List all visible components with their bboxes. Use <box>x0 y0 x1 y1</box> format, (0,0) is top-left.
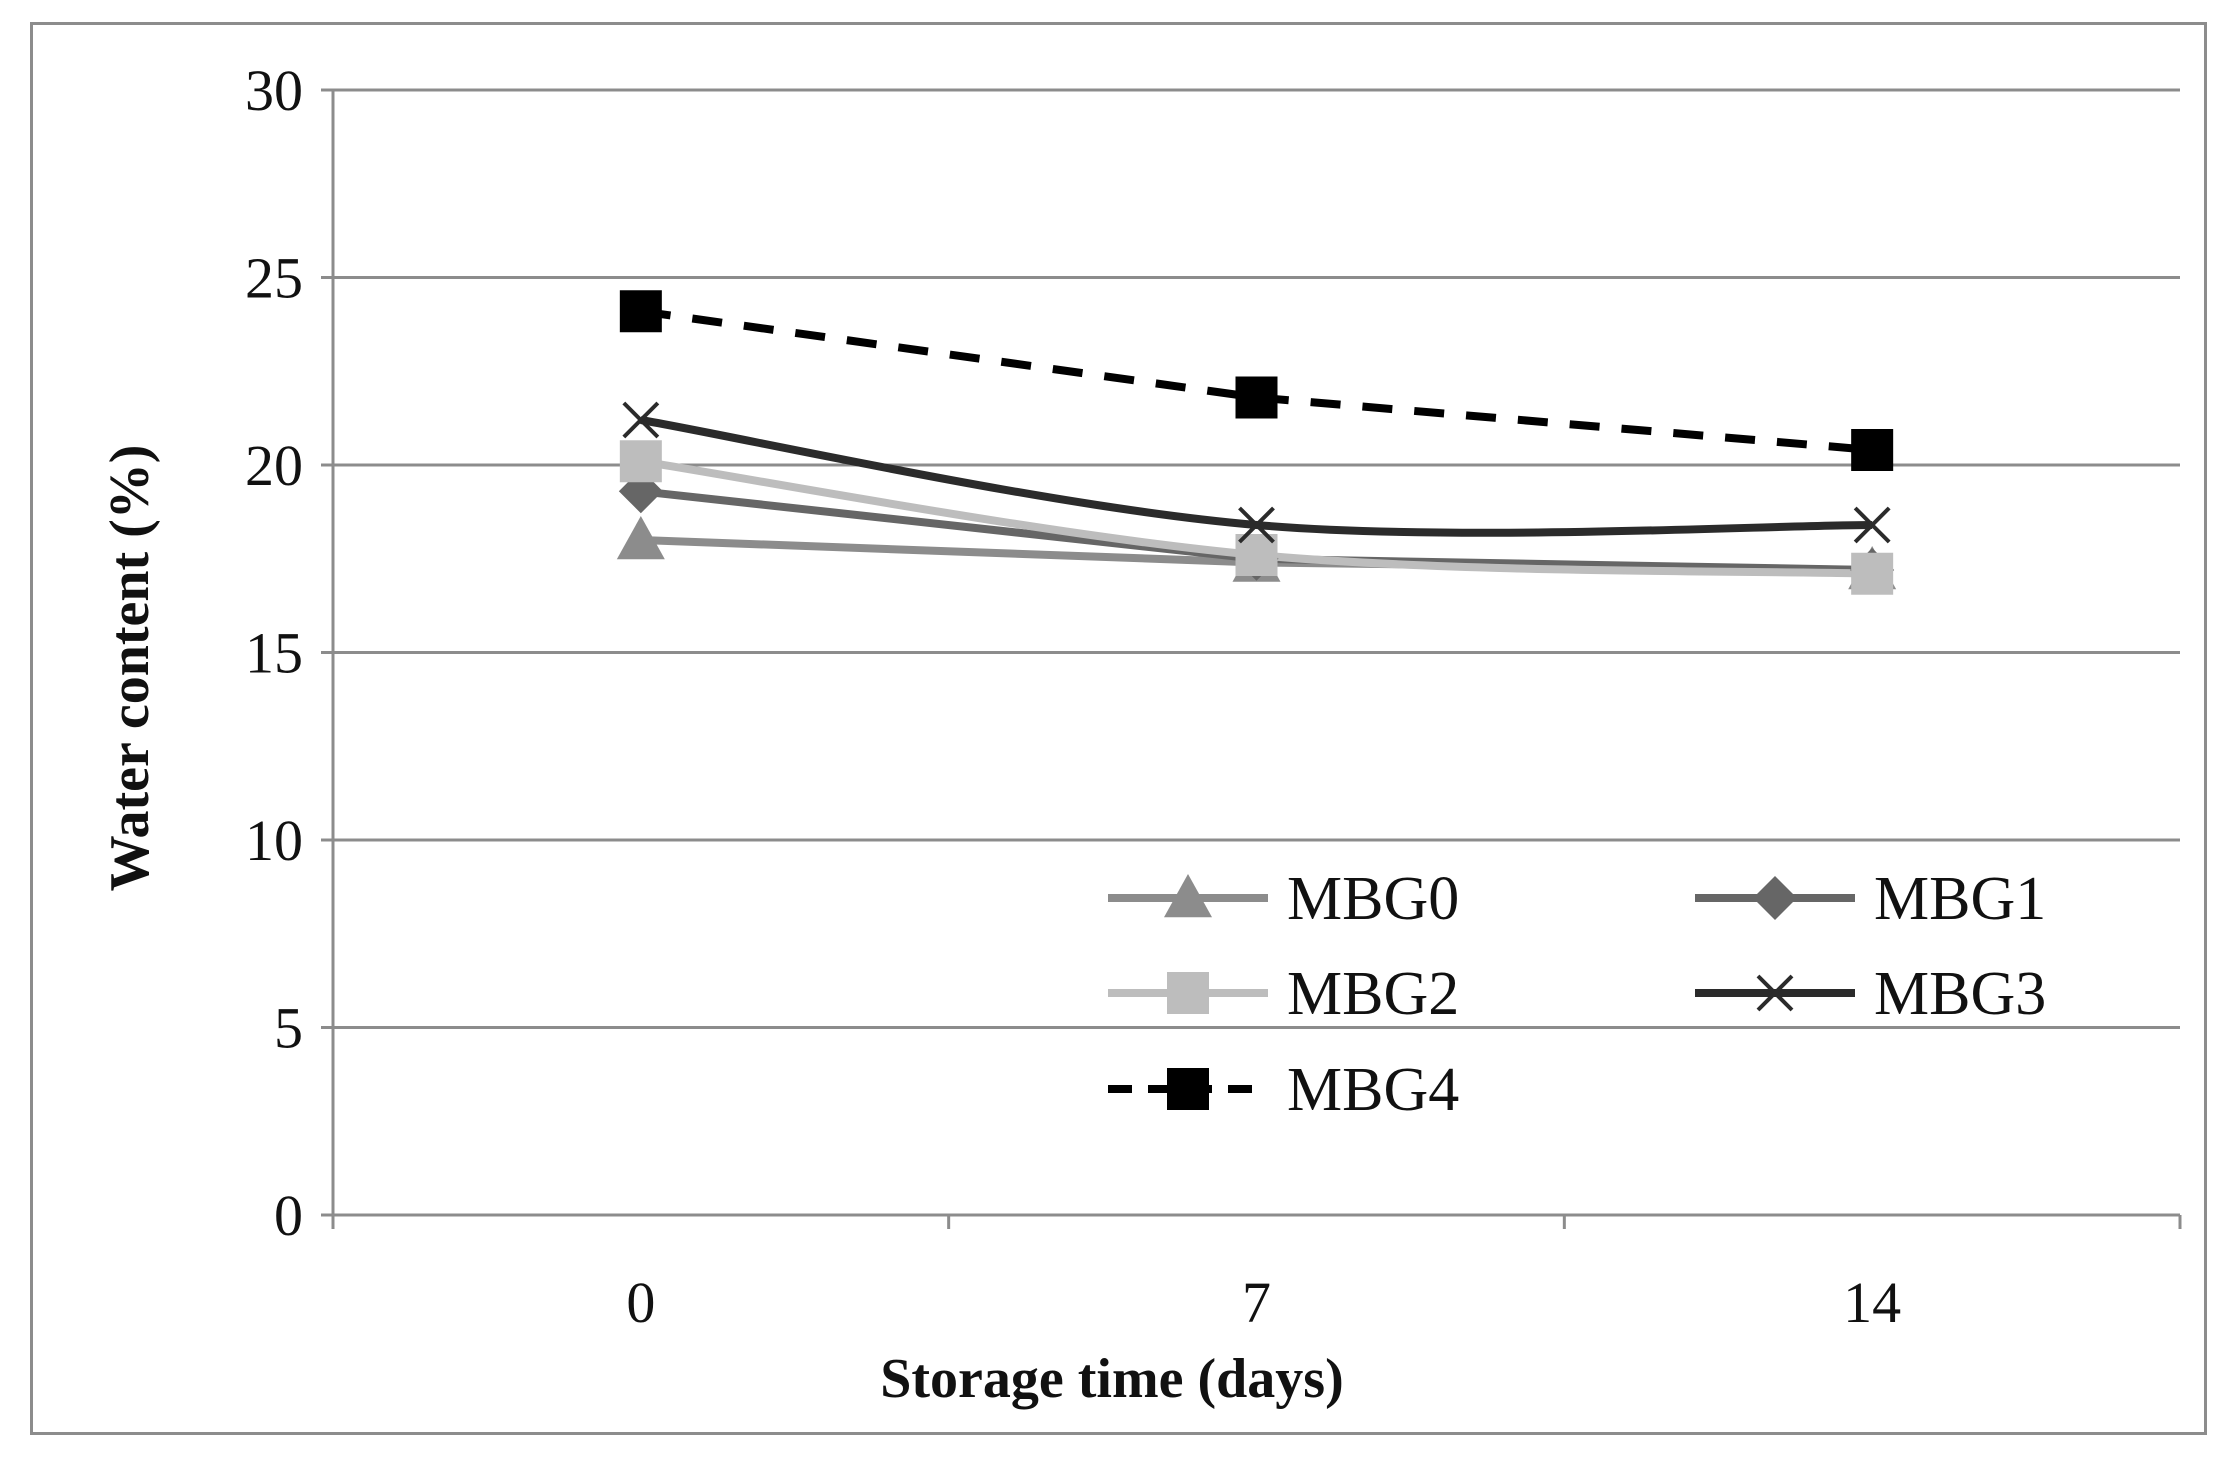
marker-mbg3-x7-stroke-b <box>1238 506 1275 544</box>
legend-item-mbg2: MBG2 <box>1108 960 1459 1028</box>
y-tick-label-10: 10 <box>245 808 303 873</box>
axes <box>321 88 2182 1229</box>
marker-mbg3-x0 <box>622 401 660 439</box>
y-tick-label-5: 5 <box>274 996 303 1061</box>
legend: MBG0 MBG1 MBG2 MBG3 MBG4 <box>1108 865 2046 1124</box>
marker-mbg4-x0 <box>619 290 662 333</box>
marker-mbg4-x14 <box>1851 429 1894 471</box>
y-tick-label-25: 25 <box>245 246 303 311</box>
x-tick-label-0: 0 <box>626 1270 655 1335</box>
marker-mbg4-x7 <box>1235 376 1278 419</box>
legend-label-mbg3: MBG3 <box>1874 960 2046 1028</box>
marker-mbg3-x7 <box>1238 506 1275 544</box>
x-tick-label-7: 7 <box>1242 1270 1271 1335</box>
legend-item-mbg4: MBG4 <box>1108 1056 1459 1124</box>
y-axis-title: Water content (%) <box>99 445 161 892</box>
marker-mbg2-x0 <box>619 440 662 483</box>
marker-mbg0-x0 <box>616 516 665 560</box>
chart-frame <box>30 22 2207 1435</box>
tick-labels: 0 5 10 15 20 25 30 0 7 14 <box>245 58 1901 1335</box>
legend-label-mbg2: MBG2 <box>1287 960 1459 1028</box>
legend-marker-mbg3 <box>1756 974 1794 1012</box>
gridlines <box>333 88 2180 1029</box>
legend-label-mbg1: MBG1 <box>1874 865 2046 933</box>
legend-marker-mbg1 <box>1753 876 1797 920</box>
legend-marker-mbg0 <box>1164 874 1212 918</box>
x-tick-label-14: 14 <box>1843 1270 1901 1335</box>
legend-label-mbg0: MBG0 <box>1287 865 1459 933</box>
series-markers <box>616 290 1897 595</box>
legend-marker-mbg2 <box>1167 972 1209 1014</box>
marker-mbg2-x14 <box>1851 552 1894 595</box>
y-tick-label-0: 0 <box>274 1183 303 1248</box>
marker-mbg3-x14 <box>1853 506 1891 544</box>
y-tick-label-15: 15 <box>245 621 303 686</box>
legend-item-mbg1: MBG1 <box>1695 865 2046 933</box>
legend-item-mbg3: MBG3 <box>1695 960 2046 1028</box>
legend-item-mbg0: MBG0 <box>1108 865 1459 933</box>
legend-marker-mbg3-stroke-b <box>1756 974 1794 1012</box>
legend-label-mbg4: MBG4 <box>1287 1056 1459 1124</box>
y-tick-label-30: 30 <box>245 58 303 123</box>
legend-marker-mbg4 <box>1167 1068 1209 1110</box>
marker-mbg3-x0-stroke-b <box>622 401 660 439</box>
y-tick-label-20: 20 <box>245 433 303 498</box>
x-axis-title: Storage time (days) <box>880 1348 1343 1410</box>
marker-mbg3-x14-stroke-b <box>1853 506 1891 544</box>
